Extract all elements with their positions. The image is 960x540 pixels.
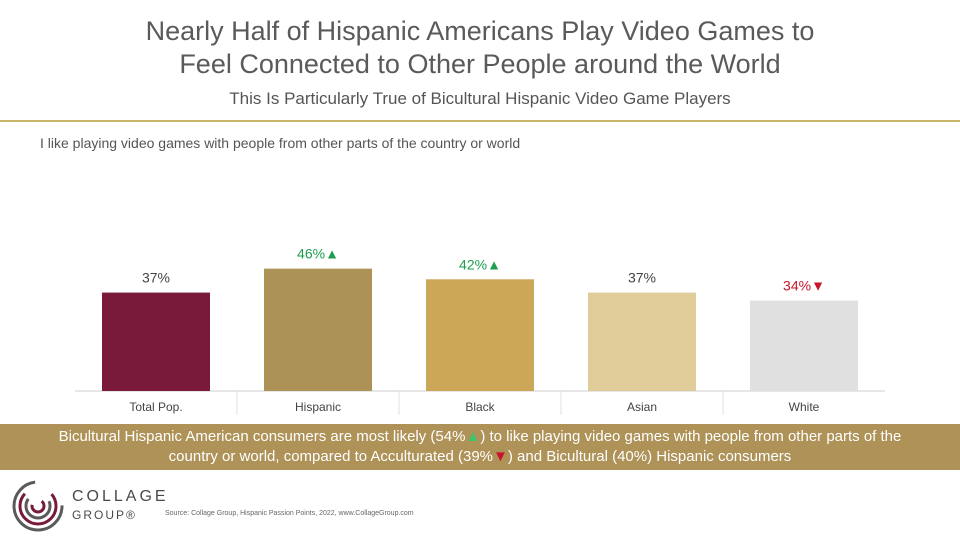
chart-subtitle: This Is Particularly True of Bicultural … [229,89,731,108]
callout-text-1: Bicultural Hispanic American consumers a… [58,428,466,445]
bar-total-pop [102,292,210,391]
logo-wordmark-sub: GROUP® [72,508,137,522]
x-tick-label: White [789,400,820,414]
bar-hispanic [264,268,372,391]
callout-down-arrow-icon: ▼ [493,448,508,465]
x-tick-label: Total Pop. [129,400,182,414]
collage-logo-mark-icon [12,480,64,532]
data-label: 34%▼ [783,278,825,294]
chart-title-line-2: Feel Connected to Other People around th… [179,49,781,79]
x-tick-label: Asian [627,400,657,414]
down-arrow-icon: ▼ [811,278,825,294]
callout-text-3: country or world, compared to Acculturat… [168,448,493,465]
bar-black [426,279,534,391]
data-label: 37% [628,270,656,286]
bar-chart: Total Pop. 37% Hispanic 46%▲ Black 42%▲ Asian 3… [75,246,885,415]
callout-banner: Bicultural Hispanic American consumers a… [0,424,960,470]
bar-white [750,300,858,391]
survey-question: I like playing video games with people f… [40,135,521,151]
callout-up-arrow-icon: ▲ [465,428,481,445]
bar-asian [588,292,696,391]
callout-text-2: ) to like playing video games with peopl… [480,428,902,445]
data-label: 37% [142,270,170,286]
x-tick-label: Hispanic [295,400,341,414]
divider-rule [0,120,960,122]
source-note: Source: Collage Group, Hispanic Passion … [165,510,414,517]
up-arrow-icon: ▲ [487,256,501,272]
logo-wordmark: COLLAGE [72,488,169,505]
data-label: 42%▲ [459,256,501,272]
collage-group-logo: COLLAGE GROUP® [10,478,166,534]
x-tick-label: Black [465,400,495,414]
data-label: 46%▲ [297,246,339,262]
chart-title-line-1: Nearly Half of Hispanic Americans Play V… [145,16,815,46]
callout-text-4: ) and Bicultural (40%) Hispanic consumer… [507,448,792,465]
up-arrow-icon: ▲ [325,246,339,262]
